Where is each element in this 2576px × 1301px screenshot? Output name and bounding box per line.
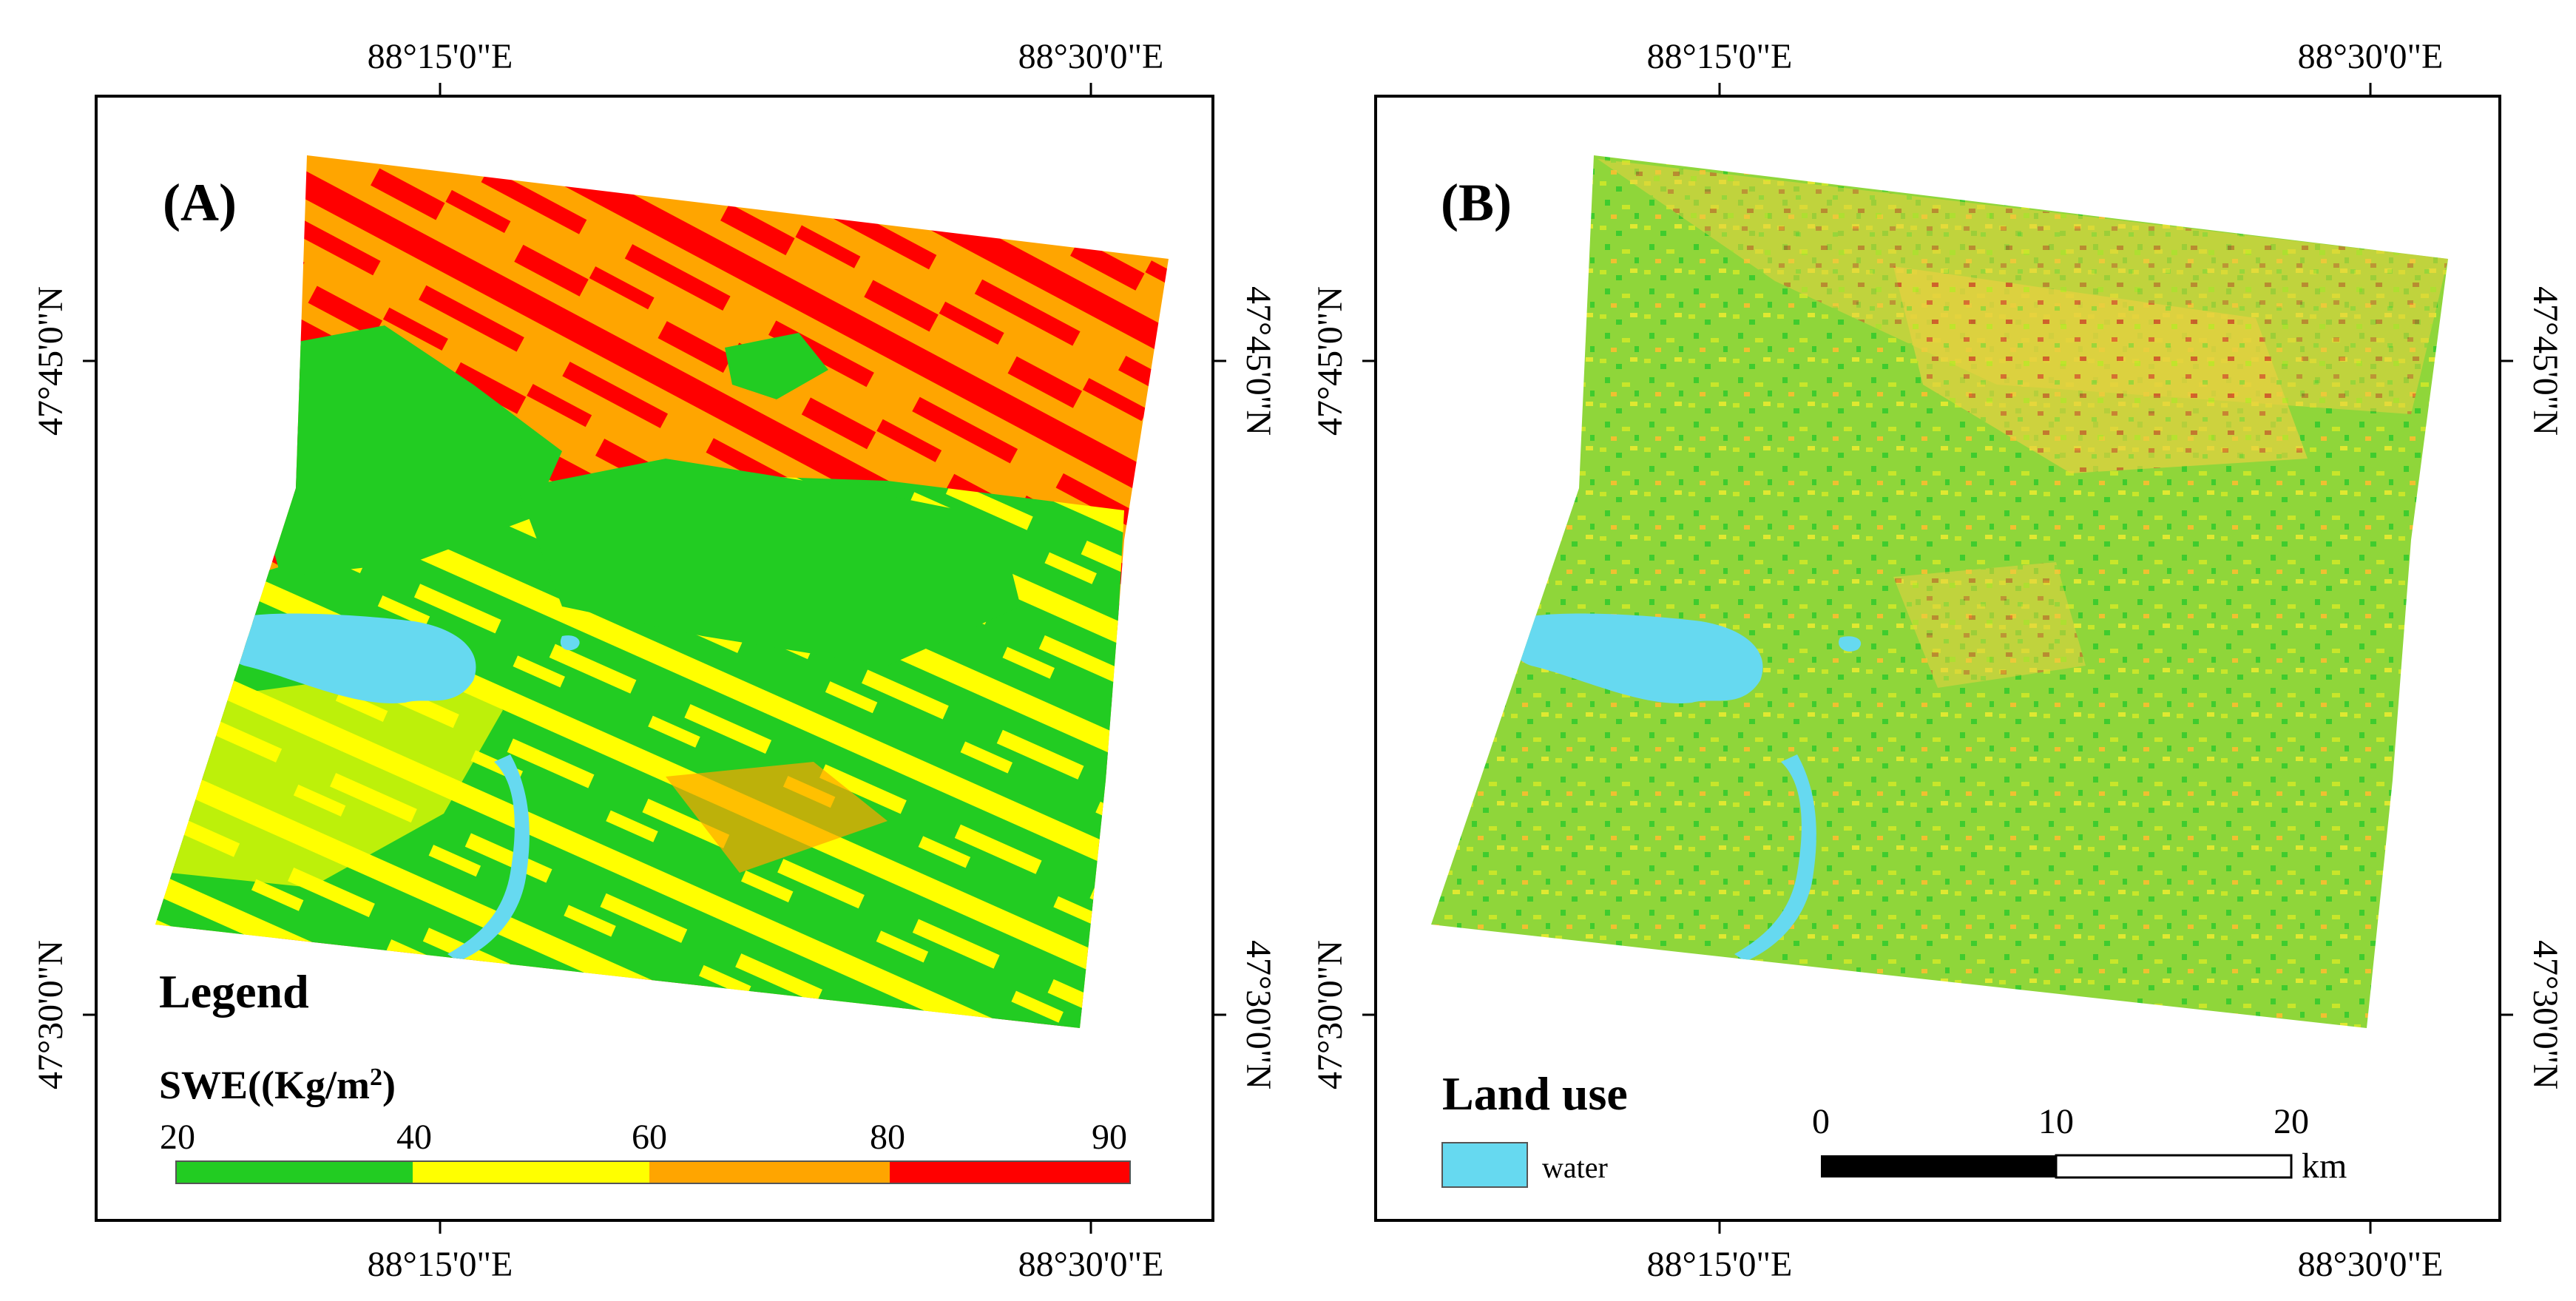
- lake-b: [1512, 613, 1763, 703]
- legend-break-60: 60: [632, 1118, 667, 1157]
- panel-b-lat-right-2: 47°30'0"N: [2526, 940, 2565, 1089]
- panel-b-label: (B): [1441, 173, 1512, 232]
- panel-b-lon-bottom-2: 88°30'0"E: [2298, 1245, 2444, 1284]
- panel-a-label: (A): [163, 173, 237, 232]
- legend-swatch-40-60: [413, 1161, 649, 1183]
- panel-a-lat-left-2: 47°30'0"N: [31, 940, 70, 1089]
- panel-a-lat-left-1: 47°45'0"N: [31, 286, 70, 436]
- scale-tick-10: 10: [2038, 1102, 2074, 1141]
- panel-b-lat-right-1: 47°45'0"N: [2526, 286, 2565, 436]
- legend-swatch-60-80: [649, 1161, 890, 1183]
- scale-bar: 0 10 20 km: [1812, 1102, 2347, 1186]
- panel-a-lon-top-2: 88°30'0"E: [1018, 37, 1164, 76]
- river-b: [1734, 754, 1816, 962]
- panel-a-lon-bottom-1: 88°15'0"E: [368, 1245, 513, 1284]
- landuse-map: [1431, 155, 2448, 1028]
- panel-a-lat-right-2: 47°30'0"N: [1239, 940, 1278, 1089]
- panel-b-lon-bottom-1: 88°15'0"E: [1647, 1245, 1793, 1284]
- legend-swatch-80-90: [890, 1161, 1130, 1183]
- panel-a-ticks: [83, 83, 1226, 1234]
- scale-tick-20: 20: [2274, 1102, 2309, 1141]
- legend-title: Legend: [159, 965, 309, 1018]
- swe-legend: Legend SWE((Kg/m2) 20 40 60 80 90: [159, 965, 1131, 1184]
- scale-unit: km: [2302, 1146, 2347, 1186]
- panel-b-lon-top-1: 88°15'0"E: [1647, 37, 1793, 76]
- legend-break-20: 20: [160, 1118, 195, 1157]
- panel-b-ticks: [1362, 83, 2513, 1234]
- scale-tick-0: 0: [1812, 1102, 1830, 1141]
- legend-break-80: 80: [870, 1118, 905, 1157]
- panel-b-lat-left-2: 47°30'0"N: [1311, 940, 1350, 1089]
- panel-b-lat-left-1: 47°45'0"N: [1311, 286, 1350, 436]
- scale-segment-light: [2055, 1154, 2293, 1179]
- water-label: water: [1542, 1151, 1608, 1184]
- legend-swatch-20-40: [176, 1161, 413, 1183]
- panel-a-frame: [95, 95, 1214, 1222]
- legend-subtitle: SWE((Kg/m2): [159, 1063, 396, 1107]
- river-a: [447, 754, 530, 962]
- scale-segment-dark: [1821, 1155, 2056, 1177]
- lake-a: [225, 613, 476, 703]
- panel-b-frame: [1374, 95, 2501, 1222]
- panel-a-lon-bottom-2: 88°30'0"E: [1018, 1245, 1164, 1284]
- panel-a-lat-right-1: 47°45'0"N: [1239, 286, 1278, 436]
- water-swatch: [1441, 1142, 1528, 1188]
- landuse-title: Land use: [1442, 1067, 1628, 1120]
- panel-a-lon-top-1: 88°15'0"E: [368, 37, 513, 76]
- panel-b-lon-top-2: 88°30'0"E: [2298, 37, 2444, 76]
- landuse-legend: Land use water: [1441, 1067, 1628, 1188]
- swe-map: [155, 155, 1169, 1028]
- legend-break-40: 40: [396, 1118, 432, 1157]
- panel-b: (B) 88°15'0"E 88°30'0"E 88°15'0"E 88°30'…: [1311, 37, 2565, 1284]
- legend-break-90: 90: [1092, 1118, 1127, 1157]
- panel-a: (A) 88°15'0"E 88°30'0"E 88°15'0"E 88°30'…: [31, 37, 1278, 1284]
